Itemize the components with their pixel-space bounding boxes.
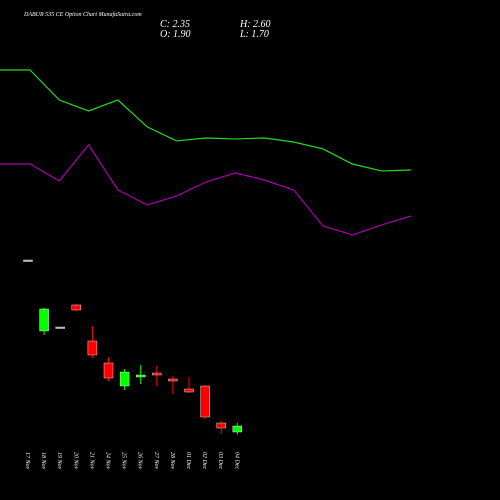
candle-body [119, 371, 130, 387]
x-tick-label: 02 Dec [201, 452, 207, 469]
x-tick-label: 27 Nov [153, 452, 159, 470]
line-series [29, 143, 412, 236]
candle-body [152, 372, 162, 376]
x-tick-label: 20 Nov [72, 452, 78, 470]
x-tick-label: 26 Nov [137, 452, 143, 470]
high-label: H: 2.60 [239, 19, 271, 30]
x-tick-label: 18 Nov [40, 452, 46, 470]
candle-body [216, 422, 226, 429]
chart-title: DABUR 535 CE Option Chart MunafaSutra.co… [23, 11, 142, 18]
candle-body [200, 385, 210, 418]
open-label: O: 1.90 [160, 29, 191, 40]
x-tick-label: 25 Nov [121, 452, 127, 470]
x-tick-label: 28 Nov [169, 452, 175, 470]
candle-body [87, 340, 98, 356]
x-tick-label: 19 Nov [56, 452, 62, 470]
candle-body [168, 378, 178, 382]
low-label: L: 1.70 [239, 29, 269, 40]
candle-body [71, 304, 82, 311]
x-tick-label: 01 Dec [185, 452, 191, 469]
candle-body [39, 308, 49, 332]
candle-body [232, 425, 243, 433]
close-label: C: 2.35 [160, 19, 190, 30]
x-tick-label: 04 Dec [233, 452, 240, 469]
candle-body [103, 362, 114, 379]
x-tick-label: 24 Nov [105, 452, 112, 470]
x-tick-label: 21 Nov [88, 452, 94, 470]
candle-body [184, 388, 194, 393]
x-tick-label: 17 Nov [24, 452, 30, 470]
candle-body [55, 326, 65, 329]
candle-body [23, 259, 33, 262]
line-series [29, 69, 411, 172]
x-tick-label: 03 Dec [217, 452, 223, 469]
candle-body [135, 374, 146, 378]
